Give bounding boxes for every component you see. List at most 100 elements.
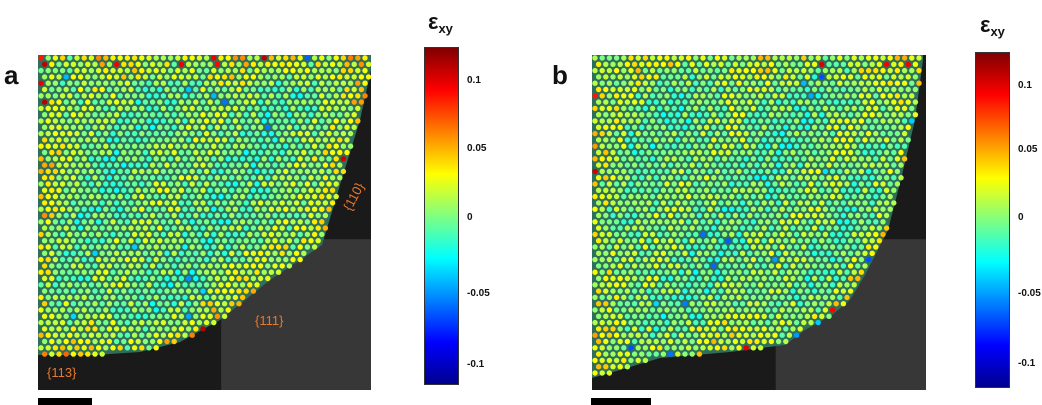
- atom-column: [286, 200, 293, 206]
- atom-column: [81, 118, 87, 124]
- atom-column: [214, 61, 221, 67]
- atom-column: [667, 137, 674, 143]
- atom-column: [660, 74, 667, 80]
- atom-column: [304, 231, 311, 238]
- atom-column: [599, 130, 605, 137]
- atom-column: [826, 74, 832, 80]
- atom-column: [160, 67, 167, 74]
- atom-column: [232, 130, 239, 137]
- atom-column: [739, 61, 746, 67]
- atom-column: [642, 156, 649, 162]
- atom-column: [315, 124, 321, 130]
- atom-column: [815, 307, 821, 313]
- atom-column: [599, 370, 605, 376]
- atom-column: [131, 219, 138, 225]
- atom-column: [761, 124, 767, 130]
- atom-column: [610, 124, 616, 130]
- atom-column: [819, 74, 825, 80]
- atom-column: [63, 187, 69, 193]
- atom-column: [59, 168, 66, 175]
- atom-column: [247, 118, 253, 124]
- atom-column: [862, 263, 868, 269]
- atom-column: [736, 282, 742, 288]
- atom-column: [149, 187, 156, 193]
- atom-column: [45, 130, 51, 137]
- atom-column: [329, 86, 336, 93]
- atom-column: [164, 112, 170, 118]
- atom-column: [851, 219, 857, 225]
- atom-column: [707, 105, 713, 112]
- atom-column: [77, 149, 84, 156]
- atom-column: [67, 130, 73, 137]
- atom-column: [275, 181, 282, 187]
- atom-column: [236, 288, 242, 294]
- atom-column: [862, 187, 868, 193]
- atom-column: [171, 86, 177, 93]
- atom-column: [106, 338, 113, 345]
- atom-column: [214, 238, 221, 244]
- atom-column: [869, 175, 875, 181]
- atom-column: [819, 250, 825, 256]
- atom-column: [49, 313, 55, 319]
- atom-column: [110, 269, 116, 275]
- atom-column: [664, 269, 670, 275]
- atom-column: [92, 61, 98, 67]
- atom-column: [200, 263, 206, 269]
- atom-column: [178, 74, 185, 80]
- atom-column: [855, 124, 861, 130]
- atom-column: [128, 338, 134, 345]
- atom-column: [721, 80, 728, 86]
- atom-column: [711, 137, 717, 143]
- atom-column: [768, 187, 775, 193]
- atom-column: [847, 86, 854, 93]
- atom-column: [207, 212, 213, 219]
- atom-column: [685, 168, 692, 175]
- atom-column: [225, 168, 231, 175]
- atom-column: [196, 181, 203, 187]
- atom-column: [142, 326, 149, 332]
- atom-column: [232, 118, 239, 124]
- atom-column: [793, 156, 800, 162]
- atom-column: [682, 301, 688, 307]
- atom-column: [855, 61, 861, 67]
- atom-column: [337, 162, 343, 168]
- atom-column: [815, 143, 821, 149]
- atom-column: [239, 244, 246, 250]
- atom-column: [754, 200, 760, 206]
- atom-column: [747, 162, 753, 168]
- atom-column: [664, 118, 670, 124]
- atom-column: [106, 137, 113, 143]
- atom-column: [275, 93, 282, 99]
- atom-column: [203, 80, 210, 86]
- colorbar-title-b: εxy: [980, 14, 1005, 39]
- atom-column: [793, 143, 800, 149]
- atom-column: [99, 99, 105, 105]
- atom-column: [829, 307, 836, 313]
- atom-column: [873, 143, 879, 149]
- atom-column: [811, 250, 818, 256]
- atom-column: [81, 319, 87, 326]
- atom-column: [617, 61, 623, 67]
- atom-column: [826, 112, 832, 118]
- atom-column: [898, 61, 904, 67]
- atom-column: [142, 275, 149, 282]
- atom-column: [685, 219, 692, 225]
- atom-column: [840, 124, 847, 130]
- atom-column: [128, 175, 134, 181]
- atom-column: [765, 256, 771, 263]
- atom-column: [268, 80, 275, 86]
- atom-column: [761, 86, 767, 93]
- atom-column: [67, 168, 73, 175]
- atom-column: [711, 162, 717, 168]
- atom-column: [214, 301, 221, 307]
- atom-column: [178, 86, 185, 93]
- atom-column: [739, 124, 746, 130]
- atom-column: [45, 105, 51, 112]
- atom-column: [265, 212, 271, 219]
- atom-column: [160, 105, 167, 112]
- atom-column: [74, 55, 80, 61]
- atom-column: [628, 193, 634, 200]
- atom-column: [164, 238, 170, 244]
- atom-column: [286, 74, 293, 80]
- atom-column: [193, 263, 199, 269]
